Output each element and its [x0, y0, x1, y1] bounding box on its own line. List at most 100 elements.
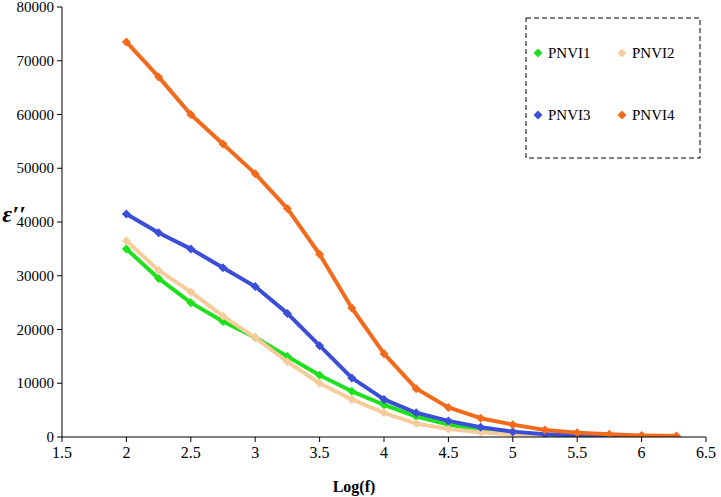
point: [605, 430, 614, 437]
x-tick-label: 6: [638, 444, 646, 461]
point: [251, 169, 260, 178]
point: [347, 395, 356, 404]
point: [412, 408, 421, 417]
legend-label: PNVI2: [632, 45, 675, 61]
point: [154, 274, 163, 283]
legend-box: [526, 18, 700, 158]
point: [380, 395, 389, 404]
point: [444, 416, 453, 425]
point: [122, 37, 131, 46]
point: [315, 371, 324, 380]
y-tick-label: 80000: [17, 0, 55, 15]
point: [347, 304, 356, 313]
y-tick: [57, 168, 62, 169]
point: [219, 263, 228, 272]
point: [508, 420, 517, 429]
y-tick: [57, 437, 62, 438]
legend-marker: [534, 111, 543, 120]
point: [186, 244, 195, 253]
legend-label: PNVI3: [548, 107, 591, 123]
x-tick-label: 2: [122, 444, 130, 461]
point: [412, 384, 421, 393]
y-tick: [57, 114, 62, 115]
point: [154, 228, 163, 237]
point: [476, 423, 485, 432]
point: [380, 408, 389, 417]
x-tick-label: 6.5: [696, 444, 716, 461]
point: [283, 357, 292, 366]
x-tick-label: 5.5: [567, 444, 587, 461]
point: [637, 432, 646, 437]
point: [444, 424, 453, 433]
y-tick-label: 50000: [17, 160, 55, 176]
x-tick: [641, 437, 642, 442]
x-tick: [62, 437, 63, 442]
point: [283, 204, 292, 213]
x-tick: [384, 437, 385, 442]
x-tick: [319, 437, 320, 442]
point: [476, 414, 485, 423]
point: [541, 426, 550, 435]
point: [122, 209, 131, 218]
y-axis-title: ε′′: [2, 201, 25, 227]
x-tick-label: 2.5: [181, 444, 201, 461]
point: [347, 373, 356, 382]
point: [672, 431, 681, 437]
x-tick: [706, 437, 707, 442]
point: [637, 431, 646, 437]
legend-marker: [618, 111, 627, 120]
x-tick-label: 3: [251, 444, 259, 461]
point: [347, 387, 356, 396]
legend-marker: [534, 49, 543, 58]
point: [412, 419, 421, 428]
point: [315, 341, 324, 350]
point: [315, 379, 324, 388]
point: [573, 428, 582, 437]
point: [186, 298, 195, 307]
point: [251, 282, 260, 291]
y-tick-label: 0: [47, 429, 55, 445]
point: [122, 236, 131, 245]
y-tick: [57, 222, 62, 223]
x-tick: [255, 437, 256, 442]
x-tick: [448, 437, 449, 442]
point: [154, 72, 163, 81]
point: [444, 403, 453, 412]
legend-label: PNVI4: [632, 107, 675, 123]
point: [154, 266, 163, 275]
x-tick: [512, 437, 513, 442]
y-tick: [57, 7, 62, 8]
point: [186, 110, 195, 119]
y-tick-label: 30000: [17, 268, 55, 284]
x-tick-label: 4: [380, 444, 388, 461]
point: [186, 287, 195, 296]
point: [380, 349, 389, 358]
y-tick-label: 70000: [17, 53, 55, 69]
legend: PNVI1 PNVI2 PNVI3 PNVI4: [526, 18, 700, 158]
x-tick-label: 4.5: [438, 444, 458, 461]
x-tick-label: 3.5: [310, 444, 330, 461]
y-tick: [57, 329, 62, 330]
y-tick-label: 10000: [17, 375, 55, 391]
point: [315, 250, 324, 259]
series-line: [126, 214, 676, 437]
x-axis-title: Log(f): [333, 478, 376, 496]
point: [283, 309, 292, 318]
y-tick-label: 20000: [17, 322, 55, 338]
point: [219, 140, 228, 149]
x-tick: [577, 437, 578, 442]
x-tick: [190, 437, 191, 442]
point: [219, 312, 228, 321]
y-tick: [57, 383, 62, 384]
y-tick: [57, 60, 62, 61]
x-tick-label: 1.5: [52, 444, 72, 461]
legend-label: PNVI1: [548, 45, 591, 61]
series: [122, 209, 681, 437]
y-tick-label: 60000: [17, 107, 55, 123]
x-tick-label: 5: [509, 444, 517, 461]
point: [251, 333, 260, 342]
chart: 1.522.533.544.555.566.501000020000300004…: [0, 0, 721, 497]
x-tick: [126, 437, 127, 442]
y-tick: [57, 275, 62, 276]
legend-marker: [618, 49, 627, 58]
